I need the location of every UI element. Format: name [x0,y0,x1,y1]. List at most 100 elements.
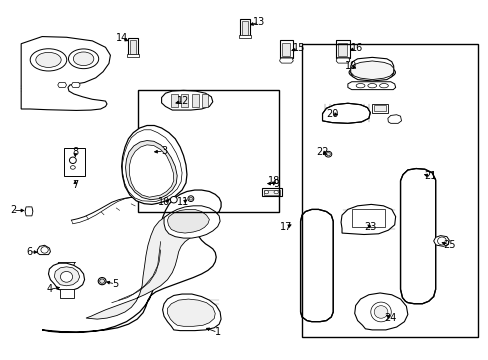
Ellipse shape [350,66,393,78]
Polygon shape [167,210,209,233]
Polygon shape [48,263,84,291]
Bar [201,94,208,107]
Ellipse shape [25,207,33,214]
Polygon shape [163,206,220,238]
Text: 12: 12 [177,96,189,106]
Polygon shape [37,245,50,255]
Bar [181,94,187,107]
Ellipse shape [26,209,31,212]
Text: 13: 13 [252,17,264,27]
Ellipse shape [373,306,387,318]
Ellipse shape [69,157,76,163]
Text: 21: 21 [424,171,436,181]
Bar [337,42,346,56]
Text: 3: 3 [161,146,167,156]
Text: 16: 16 [350,43,362,53]
Text: 5: 5 [112,279,118,289]
Polygon shape [433,235,448,246]
Ellipse shape [144,148,152,156]
Text: 24: 24 [384,313,396,323]
Bar [241,22,248,35]
Polygon shape [335,58,349,63]
Bar [263,190,280,195]
Ellipse shape [187,196,193,202]
Polygon shape [354,293,407,330]
Bar [127,54,139,57]
Ellipse shape [367,84,376,88]
Ellipse shape [30,49,67,71]
Text: 20: 20 [325,109,338,119]
Ellipse shape [70,166,75,169]
Bar [239,19,250,37]
Ellipse shape [98,278,106,285]
Ellipse shape [73,52,94,66]
Polygon shape [167,299,215,326]
Bar [171,94,178,107]
Bar [280,57,292,61]
Text: 2: 2 [10,206,16,216]
Bar [373,105,385,111]
Polygon shape [340,204,395,234]
Polygon shape [129,145,173,197]
Ellipse shape [273,190,278,194]
Ellipse shape [264,190,268,194]
Bar [281,42,290,56]
Text: 10: 10 [158,197,170,207]
Polygon shape [125,140,177,200]
Ellipse shape [348,65,395,80]
Bar [371,104,387,113]
Polygon shape [400,168,435,304]
Bar [279,40,293,58]
Text: 25: 25 [442,239,455,249]
Text: 17: 17 [280,222,292,232]
Ellipse shape [145,150,150,154]
Bar [128,38,138,55]
Ellipse shape [189,197,192,200]
Text: 11: 11 [177,197,189,207]
Bar [64,148,84,176]
Polygon shape [322,103,369,123]
Polygon shape [350,61,393,80]
Polygon shape [347,82,395,90]
Polygon shape [143,149,152,154]
Ellipse shape [100,279,104,283]
Text: 22: 22 [316,147,328,157]
Text: 1: 1 [214,327,220,337]
Text: 18: 18 [267,176,279,186]
Polygon shape [161,90,212,110]
Text: 15: 15 [292,43,305,53]
Polygon shape [162,294,221,330]
Bar [191,94,198,107]
Ellipse shape [170,197,177,203]
Text: 8: 8 [72,147,78,157]
Ellipse shape [355,84,364,88]
Ellipse shape [41,247,48,253]
Text: 9: 9 [273,179,279,189]
Ellipse shape [36,52,61,67]
Polygon shape [350,57,393,81]
Bar [351,209,384,227]
Ellipse shape [326,153,330,156]
Text: 19: 19 [344,61,356,71]
Bar [138,90,278,212]
Polygon shape [42,190,221,332]
Polygon shape [25,207,33,216]
Polygon shape [122,126,186,204]
Polygon shape [279,58,293,63]
Bar [130,40,136,54]
Bar [335,40,349,58]
Polygon shape [71,82,80,87]
Bar [60,289,74,298]
Text: 23: 23 [364,222,376,232]
Polygon shape [54,267,80,286]
Text: 6: 6 [26,247,32,257]
Ellipse shape [379,84,387,88]
Polygon shape [387,115,401,123]
Bar [261,188,282,196]
Ellipse shape [437,237,446,245]
Polygon shape [21,37,110,111]
Bar [302,44,477,337]
Polygon shape [58,82,66,87]
Bar [238,35,251,38]
Text: 4: 4 [46,284,52,294]
